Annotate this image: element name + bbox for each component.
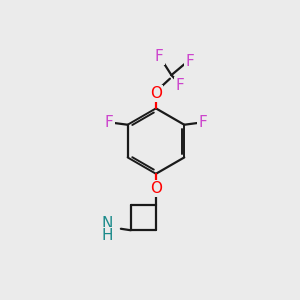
Text: F: F — [105, 115, 114, 130]
Text: F: F — [198, 115, 207, 130]
Text: N: N — [101, 216, 113, 231]
Text: F: F — [154, 49, 163, 64]
Text: F: F — [185, 54, 194, 69]
Text: F: F — [175, 78, 184, 93]
Text: O: O — [150, 181, 162, 196]
Text: H: H — [101, 228, 113, 243]
Text: O: O — [150, 86, 162, 101]
